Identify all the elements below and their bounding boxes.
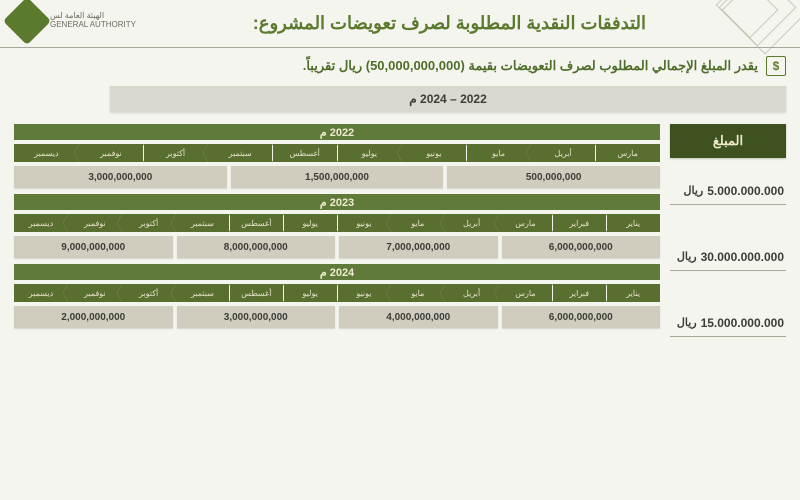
- month-cell: نوفمبر: [79, 144, 144, 162]
- amount-header: المبلغ: [670, 124, 786, 158]
- month-cell: يوليو: [283, 214, 337, 232]
- month-cell: أغسطس: [229, 284, 283, 302]
- month-cell: مارس: [595, 144, 660, 162]
- logo: الهيئة العامة لس GENERAL AUTHORITY: [10, 4, 136, 38]
- month-row: ينايرفبرايرمارسأبريلمايويونيويوليوأغسطسس…: [14, 214, 660, 232]
- value-row: 6,000,000,0007,000,000,0008,000,000,0009…: [14, 236, 660, 258]
- amount-block: 30.000.000.000ريال: [670, 224, 786, 290]
- month-cell: أكتوبر: [122, 284, 176, 302]
- month-cell: أغسطس: [272, 144, 337, 162]
- month-cell: أبريل: [445, 284, 499, 302]
- year-block: 2022 م مارسأبريلمايويونيويوليوأغسطسسبتمبر…: [14, 124, 660, 188]
- amount-block: 5.000.000.000ريال: [670, 158, 786, 224]
- month-row: مارسأبريلمايويونيويوليوأغسطسسبتمبرأكتوبر…: [14, 144, 660, 162]
- year-block: 2023 م ينايرفبرايرمارسأبريلمايويونيويوليو…: [14, 194, 660, 258]
- subtitle-text: يقدر المبلغ الإجمالي المطلوب لصرف التعوي…: [303, 58, 758, 74]
- quarter-value: 8,000,000,000: [177, 236, 336, 258]
- subtitle-row: $ يقدر المبلغ الإجمالي المطلوب لصرف التع…: [0, 48, 800, 86]
- cashflow-content: المبلغ 5.000.000.000ريال 30.000.000.000ري…: [0, 112, 800, 362]
- month-cell: مايو: [391, 284, 445, 302]
- month-cell: يوليو: [283, 284, 337, 302]
- month-cell: فبراير: [552, 214, 606, 232]
- month-cell: يناير: [606, 214, 660, 232]
- month-cell: أكتوبر: [143, 144, 208, 162]
- month-cell: ديسمبر: [14, 214, 68, 232]
- quarter-value: 500,000,000: [447, 166, 660, 188]
- month-cell: أبريل: [531, 144, 596, 162]
- month-cell: مايو: [391, 214, 445, 232]
- month-row: ينايرفبرايرمارسأبريلمايويونيويوليوأغسطسس…: [14, 284, 660, 302]
- month-cell: ديسمبر: [14, 284, 68, 302]
- amount-value: 5.000.000.000ريال: [670, 177, 786, 205]
- value-row: 500,000,0001,500,000,0003,000,000,000: [14, 166, 660, 188]
- logo-icon: [3, 0, 51, 45]
- month-cell: يناير: [606, 284, 660, 302]
- amount-list: 5.000.000.000ريال 30.000.000.000ريال 15.00…: [670, 158, 786, 356]
- month-cell: سبتمبر: [176, 284, 230, 302]
- month-cell: يونيو: [337, 214, 391, 232]
- value-row: 6,000,000,0004,000,000,0003,000,000,0002…: [14, 306, 660, 328]
- month-cell: يونيو: [402, 144, 467, 162]
- month-cell: مارس: [499, 284, 553, 302]
- header-bar: التدفقات النقدية المطلوبة لصرف تعويضات ا…: [0, 0, 800, 48]
- month-cell: سبتمبر: [176, 214, 230, 232]
- year-label: 2022 م: [14, 124, 660, 140]
- quarter-value: 3,000,000,000: [177, 306, 336, 328]
- month-cell: أغسطس: [229, 214, 283, 232]
- logo-text: الهيئة العامة لس GENERAL AUTHORITY: [50, 12, 136, 30]
- quarter-value: 7,000,000,000: [339, 236, 498, 258]
- amount-block: 15.000.000.000ريال: [670, 290, 786, 356]
- quarter-value: 6,000,000,000: [502, 306, 661, 328]
- years-column: 2022 ممارسأبريلمايويونيويوليوأغسطسسبتمبر…: [14, 124, 660, 356]
- amount-value: 30.000.000.000ريال: [670, 243, 786, 271]
- month-cell: سبتمبر: [208, 144, 273, 162]
- date-range-bar: 2022 – 2024 م: [110, 86, 786, 112]
- quarter-value: 4,000,000,000: [339, 306, 498, 328]
- quarter-value: 6,000,000,000: [502, 236, 661, 258]
- quarter-value: 1,500,000,000: [231, 166, 444, 188]
- page-title: التدفقات النقدية المطلوبة لصرف تعويضات ا…: [253, 13, 646, 34]
- month-cell: مارس: [499, 214, 553, 232]
- month-cell: أبريل: [445, 214, 499, 232]
- month-cell: مايو: [466, 144, 531, 162]
- month-cell: فبراير: [552, 284, 606, 302]
- month-cell: نوفمبر: [68, 214, 122, 232]
- year-label: 2023 م: [14, 194, 660, 210]
- quarter-value: 3,000,000,000: [14, 166, 227, 188]
- amount-column: المبلغ 5.000.000.000ريال 30.000.000.000ري…: [670, 124, 786, 356]
- month-cell: يونيو: [337, 284, 391, 302]
- quarter-value: 2,000,000,000: [14, 306, 173, 328]
- month-cell: نوفمبر: [68, 284, 122, 302]
- year-label: 2024 م: [14, 264, 660, 280]
- quarter-value: 9,000,000,000: [14, 236, 173, 258]
- amount-value: 15.000.000.000ريال: [670, 309, 786, 337]
- year-block: 2024 م ينايرفبرايرمارسأبريلمايويونيويوليو…: [14, 264, 660, 328]
- month-cell: أكتوبر: [122, 214, 176, 232]
- month-cell: يوليو: [337, 144, 402, 162]
- month-cell: ديسمبر: [14, 144, 79, 162]
